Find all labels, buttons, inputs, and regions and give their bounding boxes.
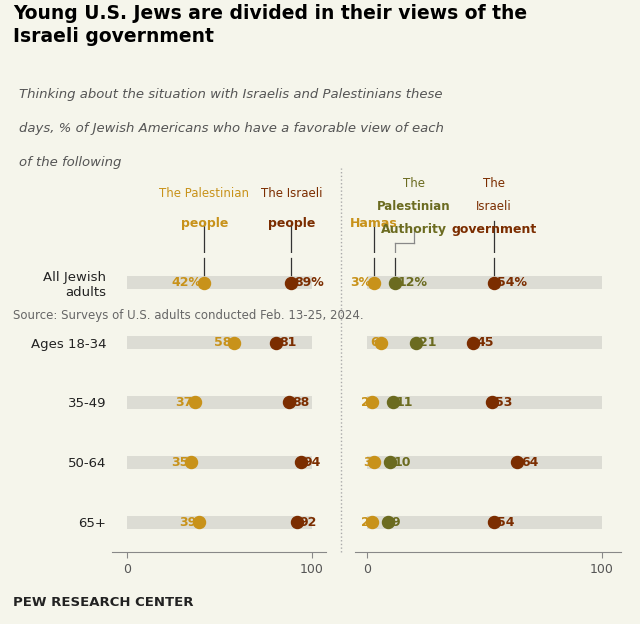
Text: 11: 11 [396, 396, 413, 409]
Text: 2: 2 [360, 396, 369, 409]
Text: The Palestinian: The Palestinian [159, 187, 250, 200]
Text: 58: 58 [214, 336, 231, 349]
Text: The: The [483, 177, 505, 190]
Text: 21: 21 [419, 336, 436, 349]
Text: 88: 88 [292, 396, 310, 409]
Text: Authority: Authority [381, 223, 447, 236]
Point [284, 397, 294, 407]
Bar [367, 456, 602, 469]
Text: PEW RESEARCH CENTER: PEW RESEARCH CENTER [13, 596, 193, 609]
Text: 12%: 12% [398, 276, 428, 289]
Text: 53: 53 [495, 396, 513, 409]
Text: 10: 10 [393, 456, 411, 469]
Text: Palestinian: Palestinian [377, 200, 451, 213]
Bar [127, 276, 312, 290]
Text: Source: Surveys of U.S. adults conducted Feb. 13-25, 2024.: Source: Surveys of U.S. adults conducted… [13, 309, 364, 322]
Point [385, 457, 396, 467]
Point [367, 517, 377, 527]
Point [186, 457, 196, 467]
Text: 54: 54 [497, 516, 515, 529]
Point [486, 397, 497, 407]
Bar [367, 515, 602, 529]
Text: 3: 3 [363, 456, 372, 469]
Text: 37: 37 [175, 396, 193, 409]
Text: 45: 45 [476, 336, 493, 349]
Text: 64: 64 [521, 456, 538, 469]
Text: people: people [268, 217, 315, 230]
Text: 39: 39 [179, 516, 196, 529]
Text: people: people [180, 217, 228, 230]
Text: 89%: 89% [294, 276, 324, 289]
Point [390, 278, 400, 288]
Point [411, 338, 421, 348]
Text: 92: 92 [300, 516, 317, 529]
Point [489, 278, 499, 288]
Bar [127, 515, 312, 529]
Text: Hamas: Hamas [350, 217, 398, 230]
Point [489, 517, 499, 527]
Bar [367, 276, 602, 290]
Text: 81: 81 [279, 336, 297, 349]
Point [286, 278, 296, 288]
Text: government: government [451, 223, 536, 236]
Text: 6: 6 [370, 336, 379, 349]
Point [199, 278, 209, 288]
Point [383, 517, 393, 527]
Text: 35: 35 [172, 456, 189, 469]
Text: The: The [403, 177, 425, 190]
Text: Israeli: Israeli [476, 200, 512, 213]
Bar [367, 396, 602, 409]
Text: 54%: 54% [497, 276, 527, 289]
Point [296, 457, 306, 467]
Point [468, 338, 478, 348]
Point [271, 338, 282, 348]
Text: Thinking about the situation with Israelis and Palestinians these: Thinking about the situation with Israel… [19, 89, 442, 102]
Text: 9: 9 [391, 516, 399, 529]
Point [369, 457, 379, 467]
Point [369, 278, 379, 288]
Text: 2: 2 [360, 516, 369, 529]
Point [229, 338, 239, 348]
Text: 3%: 3% [351, 276, 372, 289]
Text: Young U.S. Jews are divided in their views of the
Israeli government: Young U.S. Jews are divided in their vie… [13, 4, 527, 46]
Point [194, 517, 204, 527]
Point [190, 397, 200, 407]
Text: The Israeli: The Israeli [260, 187, 322, 200]
Text: 42%: 42% [172, 276, 202, 289]
Point [376, 338, 386, 348]
Text: of the following: of the following [19, 156, 122, 169]
Text: 94: 94 [303, 456, 321, 469]
Point [292, 517, 302, 527]
Point [512, 457, 522, 467]
Bar [127, 396, 312, 409]
Point [367, 397, 377, 407]
Point [388, 397, 398, 407]
Bar [127, 456, 312, 469]
Bar [127, 336, 312, 349]
Text: days, % of Jewish Americans who have a favorable view of each: days, % of Jewish Americans who have a f… [19, 122, 444, 135]
Bar [367, 336, 602, 349]
